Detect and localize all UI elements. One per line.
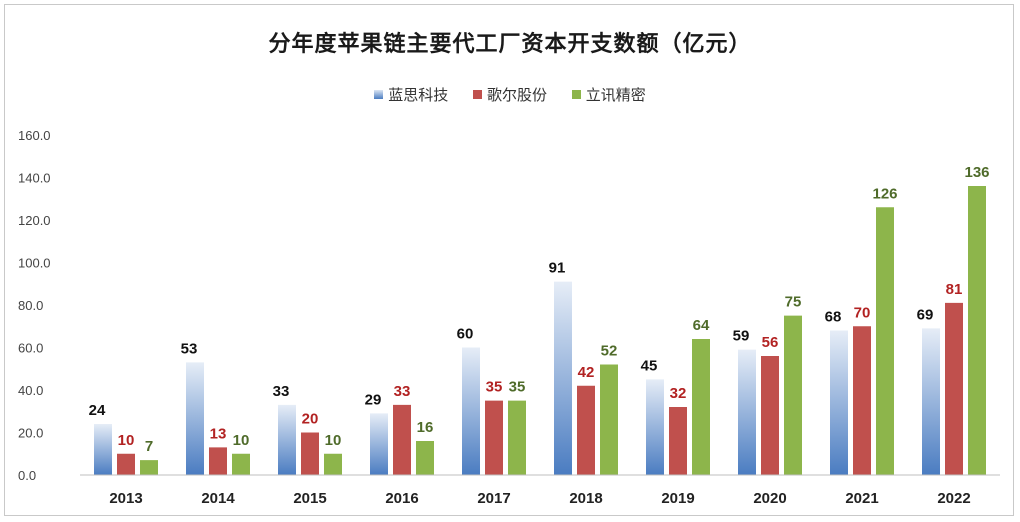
data-label-1-2020: 59: [733, 328, 750, 345]
y-tick-label: 20.0: [18, 426, 43, 441]
chart-title: 分年度苹果链主要代工厂资本开支数额（亿元）: [268, 32, 752, 57]
x-tick-label: 2019: [661, 490, 694, 507]
legend-item-series-3: 立讯精密: [571, 84, 646, 105]
bar-2-2018: [577, 385, 595, 475]
legend-swatch-series-3: [571, 90, 581, 99]
x-tick-label: 2014: [201, 490, 235, 507]
legend: 蓝思科技 歌尔股份 立讯精密: [0, 84, 1020, 105]
data-label-2-2014: 13: [210, 425, 227, 442]
x-tick-label: 2017: [477, 490, 510, 507]
x-tick-label: 2020: [753, 490, 786, 507]
x-tick-label: 2015: [293, 490, 326, 507]
bar-1-2021: [830, 330, 848, 475]
bar-1-2017: [462, 347, 480, 475]
bar-3-2020: [784, 315, 802, 475]
legend-label-series-3: 立讯精密: [585, 86, 646, 104]
bar-1-2019: [646, 379, 664, 475]
x-tick-label: 2021: [845, 490, 878, 507]
legend-item-series-1: 蓝思科技: [374, 84, 448, 105]
data-label-1-2016: 29: [365, 391, 382, 408]
bar-3-2014: [232, 453, 250, 475]
data-label-3-2015: 10: [325, 432, 342, 449]
bar-2-2015: [301, 432, 319, 475]
data-label-1-2015: 33: [273, 383, 290, 400]
legend-label-series-1: 蓝思科技: [388, 86, 449, 104]
y-tick-label: 80.0: [18, 298, 43, 313]
data-label-2-2017: 35: [486, 379, 503, 396]
y-tick-label: 40.0: [18, 383, 43, 398]
y-tick-label: 0.0: [18, 468, 36, 483]
bar-1-2014: [186, 362, 204, 475]
data-label-3-2021: 126: [872, 185, 897, 202]
bar-3-2015: [324, 453, 342, 475]
data-label-3-2020: 75: [785, 294, 802, 311]
x-axis: 2013 2014 2015 2016 2017 2018 2019 2020 2021 2022: [80, 474, 1000, 507]
bar-2-2013: [117, 453, 135, 475]
y-tick-label: 140.0: [18, 171, 51, 186]
bar-3-2018: [600, 364, 618, 475]
data-label-2-2016: 33: [394, 383, 411, 400]
bar-1-2013: [94, 424, 112, 475]
data-label-2-2013: 10: [118, 432, 135, 449]
data-label-3-2017: 35: [509, 379, 526, 396]
bar-2-2021: [853, 326, 871, 475]
x-tick-label: 2016: [385, 490, 418, 507]
data-label-2-2021: 70: [854, 304, 871, 321]
y-tick-label: 60.0: [18, 341, 43, 356]
bar-1-2020: [738, 349, 756, 475]
x-tick-label: 2018: [569, 490, 602, 507]
data-label-2-2018: 42: [578, 364, 595, 381]
bar-1-2022: [922, 328, 940, 475]
bar-3-2017: [508, 400, 526, 475]
x-tick-label: 2022: [937, 490, 970, 507]
data-label-1-2014: 53: [181, 340, 198, 357]
data-label-2-2022: 81: [946, 281, 963, 298]
bar-2-2014: [209, 447, 227, 475]
bar-3-2022: [968, 186, 986, 475]
bar-2-2020: [761, 356, 779, 475]
legend-swatch-series-1: [374, 90, 384, 99]
y-tick-label: 160.0: [18, 128, 51, 143]
y-tick-label: 100.0: [18, 256, 51, 271]
bar-3-2021: [876, 207, 894, 475]
bar-3-2016: [416, 441, 434, 475]
data-label-3-2022: 136: [964, 164, 989, 181]
bar-2-2017: [485, 400, 503, 475]
legend-label-series-2: 歌尔股份: [486, 86, 547, 104]
bar-1-2018: [554, 281, 572, 475]
y-tick-label: 120.0: [18, 213, 51, 228]
data-label-1-2022: 69: [917, 306, 934, 323]
legend-swatch-series-2: [472, 90, 482, 99]
data-label-1-2013: 24: [89, 402, 106, 419]
data-label-2-2015: 20: [302, 411, 319, 428]
bars: 24 10 7 53 13 10 33 20 10 29 33 16 60 35 35 91 42 52 45 32 6…: [89, 164, 990, 475]
data-label-2-2019: 32: [670, 385, 687, 402]
data-label-1-2017: 60: [457, 326, 474, 343]
data-label-3-2016: 16: [417, 419, 434, 436]
data-label-3-2013: 7: [145, 438, 153, 455]
data-label-1-2021: 68: [825, 309, 842, 326]
data-label-1-2019: 45: [641, 357, 658, 374]
x-tick-label: 2013: [109, 490, 142, 507]
bar-2-2019: [669, 407, 687, 475]
bar-1-2016: [370, 413, 388, 475]
data-label-3-2014: 10: [233, 432, 250, 449]
data-label-3-2019: 64: [693, 317, 710, 334]
legend-item-series-2: 歌尔股份: [472, 84, 547, 105]
bar-2-2016: [393, 404, 411, 475]
bar-2-2022: [945, 302, 963, 475]
data-label-3-2018: 52: [601, 343, 618, 360]
data-label-1-2018: 91: [549, 260, 566, 277]
bar-1-2015: [278, 404, 296, 475]
y-axis: 0.0 20.0 40.0 60.0 80.0 100.0 120.0 140.0 160.0: [18, 128, 51, 483]
bar-3-2013: [140, 460, 158, 475]
bar-3-2019: [692, 339, 710, 475]
data-label-2-2020: 56: [762, 334, 779, 351]
